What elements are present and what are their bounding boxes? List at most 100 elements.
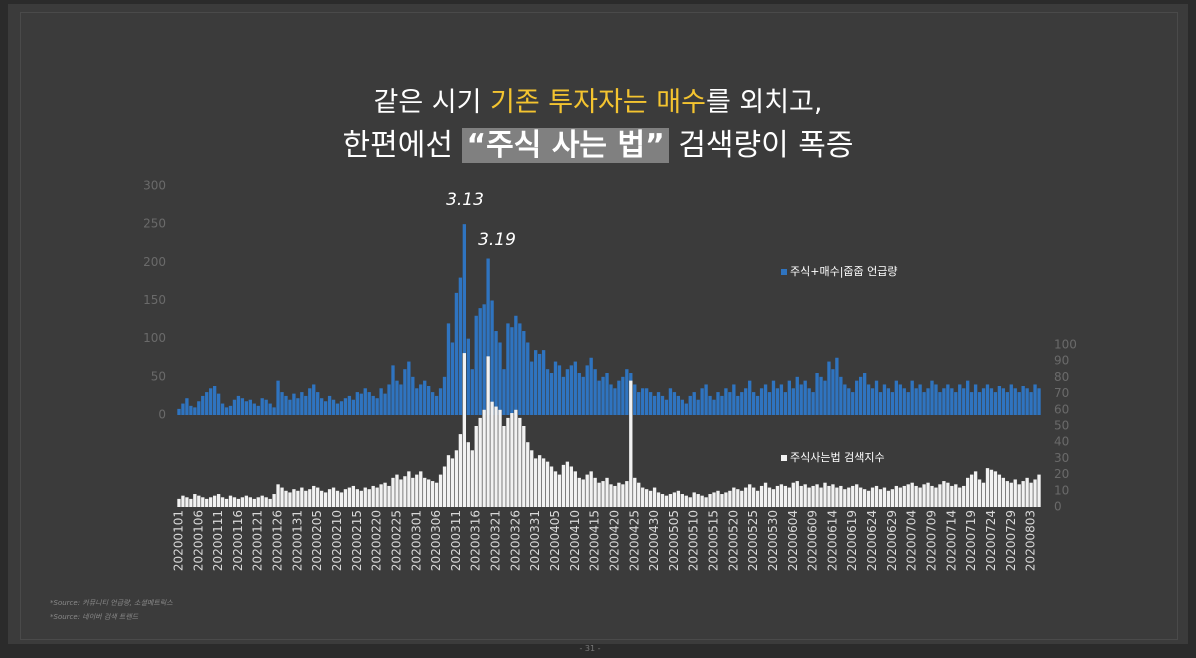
y-tick-label: 50	[151, 369, 166, 383]
x-tick-label: 20200111	[211, 510, 225, 571]
y-tick-label: 250	[143, 217, 166, 231]
bar	[276, 380, 280, 415]
bar	[866, 384, 871, 415]
bar	[335, 490, 340, 507]
bar	[597, 380, 601, 415]
bar	[486, 356, 490, 507]
bar	[716, 490, 720, 507]
y2-tick-label: 10	[1054, 483, 1069, 497]
bar	[684, 403, 688, 415]
bar	[264, 399, 268, 415]
x-tick-label: 20200405	[548, 510, 562, 571]
bar	[185, 398, 189, 415]
bar	[379, 388, 383, 415]
bar	[851, 392, 855, 415]
bar	[498, 409, 502, 507]
bar	[601, 481, 605, 507]
x-tick-label: 20200205	[310, 510, 324, 571]
bar	[331, 487, 336, 507]
bar	[316, 487, 320, 507]
bar	[494, 331, 498, 415]
bar	[530, 450, 534, 507]
bar	[946, 384, 950, 415]
legend-label: 주식+매수|줍줍 언급량	[790, 265, 898, 278]
bar	[276, 484, 280, 507]
bar	[367, 489, 371, 507]
bar	[185, 497, 189, 507]
bar	[621, 376, 625, 415]
bar	[359, 490, 363, 507]
title-line1: 같은 시기 기존 투자자는 매수를 외치고,	[8, 80, 1188, 119]
bar	[292, 489, 296, 507]
bar	[704, 497, 708, 507]
bar	[553, 361, 558, 415]
bar	[280, 487, 284, 507]
bar	[954, 392, 958, 415]
bar	[720, 494, 724, 507]
bar	[680, 399, 684, 415]
bar	[256, 405, 260, 415]
bar	[759, 485, 764, 507]
bar	[704, 384, 708, 415]
title-part: 를 외치고,	[705, 87, 823, 118]
bar	[621, 484, 625, 507]
bar	[244, 495, 249, 507]
bar	[946, 482, 950, 507]
bar	[831, 369, 835, 415]
bar	[958, 487, 962, 507]
bar	[478, 417, 482, 507]
bar	[890, 489, 895, 507]
bar	[779, 384, 784, 415]
legend-swatch	[781, 455, 787, 461]
bar	[197, 495, 201, 507]
bar	[807, 388, 811, 415]
x-tick-label: 20200515	[707, 510, 721, 571]
bar	[209, 497, 213, 507]
bar	[878, 489, 883, 507]
bar	[886, 388, 891, 415]
bar	[494, 406, 498, 507]
bar	[1005, 481, 1009, 507]
bar	[359, 393, 363, 415]
bar	[910, 482, 914, 507]
bar	[486, 258, 490, 415]
bar	[522, 331, 526, 415]
title-part: 한편에선	[342, 128, 463, 163]
x-tick-label: 20200225	[389, 510, 403, 571]
bar	[450, 458, 455, 507]
bar	[430, 392, 435, 415]
bar	[993, 392, 998, 415]
bar	[942, 388, 946, 415]
bar	[557, 474, 562, 507]
bar	[855, 380, 859, 415]
bar	[835, 487, 839, 507]
bar	[371, 395, 375, 415]
bar	[787, 380, 791, 415]
bar	[605, 477, 609, 507]
x-tick-label: 20200729	[1004, 510, 1018, 571]
bar	[189, 498, 193, 507]
bar	[442, 466, 447, 507]
bar	[910, 380, 914, 415]
bar	[193, 407, 197, 415]
bar	[331, 399, 336, 415]
bar	[514, 315, 518, 415]
bar	[637, 392, 641, 415]
bar	[648, 392, 653, 415]
bar	[700, 388, 704, 415]
bar	[423, 380, 427, 415]
title-line2: 한편에선 “주식 사는 법” 검색량이 폭증	[8, 120, 1188, 164]
bar	[387, 384, 391, 415]
bar	[355, 489, 359, 507]
bar	[894, 380, 899, 415]
bar	[652, 487, 657, 507]
bar	[541, 350, 546, 415]
y2-tick-label: 0	[1054, 500, 1062, 514]
x-tick-label: 20200101	[171, 510, 185, 571]
bar	[973, 471, 978, 507]
bar	[664, 495, 669, 507]
x-tick-label: 20200604	[786, 510, 800, 571]
bar	[561, 464, 566, 507]
bar	[403, 369, 407, 415]
title-highlight: “주식 사는 법”	[462, 128, 669, 163]
